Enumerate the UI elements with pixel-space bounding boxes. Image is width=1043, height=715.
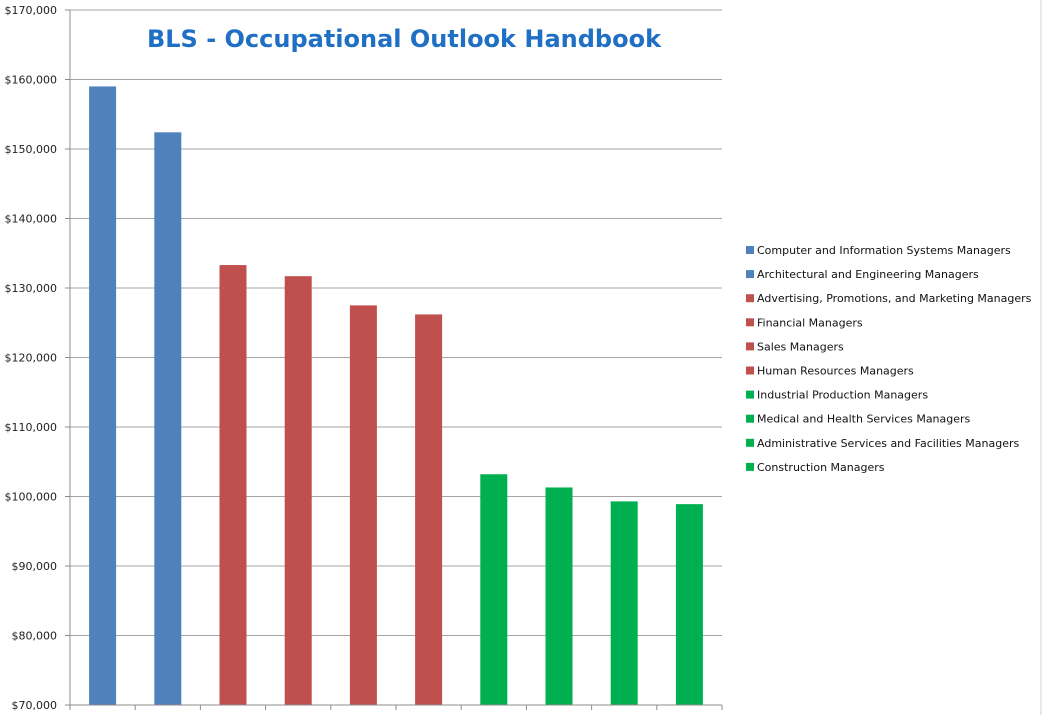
y-tick-label: $150,000 — [5, 143, 58, 156]
bar — [154, 132, 182, 705]
y-tick-label: $160,000 — [5, 74, 58, 87]
legend-label: Advertising, Promotions, and Marketing M… — [757, 292, 1032, 305]
y-tick-label: $80,000 — [12, 630, 58, 643]
legend-label: Industrial Production Managers — [757, 389, 928, 402]
legend: Computer and Information Systems Manager… — [746, 244, 1032, 474]
bar — [349, 305, 377, 705]
bar — [480, 474, 508, 705]
legend-label: Human Resources Managers — [757, 365, 914, 378]
y-tick-label: $110,000 — [5, 421, 58, 434]
legend-label: Architectural and Engineering Managers — [757, 268, 979, 281]
legend-swatch — [746, 390, 754, 399]
legend-label: Sales Managers — [757, 340, 844, 353]
y-tick-label: $70,000 — [12, 699, 58, 712]
bar — [545, 487, 573, 705]
legend-label: Financial Managers — [757, 316, 863, 329]
legend-swatch — [746, 318, 754, 327]
legend-label: Construction Managers — [757, 461, 885, 474]
y-tick-label: $90,000 — [12, 560, 58, 573]
legend-swatch — [746, 462, 754, 471]
y-tick-label: $130,000 — [5, 282, 58, 295]
legend-swatch — [746, 366, 754, 375]
axes — [65, 9, 723, 710]
legend-swatch — [746, 294, 754, 303]
y-tick-label: $120,000 — [5, 352, 58, 365]
legend-label: Computer and Information Systems Manager… — [757, 244, 1011, 257]
legend-swatch — [746, 342, 754, 351]
legend-swatch — [746, 414, 754, 423]
legend-swatch — [746, 270, 754, 279]
bar — [610, 501, 638, 705]
y-tick-label: $100,000 — [5, 491, 58, 504]
legend-label: Medical and Health Services Managers — [757, 413, 971, 426]
bar — [89, 86, 117, 705]
bar — [284, 276, 312, 705]
legend-label: Administrative Services and Facilities M… — [757, 437, 1019, 450]
bar — [675, 504, 703, 705]
legend-swatch — [746, 246, 754, 254]
chart-title: BLS - Occupational Outlook Handbook — [147, 25, 662, 53]
y-tick-label: $140,000 — [5, 213, 58, 226]
bars — [89, 86, 703, 705]
bar — [415, 314, 443, 705]
y-axis-tick-labels: $70,000 $80,000 $90,000 $100,000 $110,000 $12… — [5, 4, 58, 712]
legend-swatch — [746, 438, 754, 447]
y-tick-label: $170,000 — [5, 4, 58, 17]
chart-border — [1040, 0, 1042, 715]
bar — [219, 265, 247, 705]
